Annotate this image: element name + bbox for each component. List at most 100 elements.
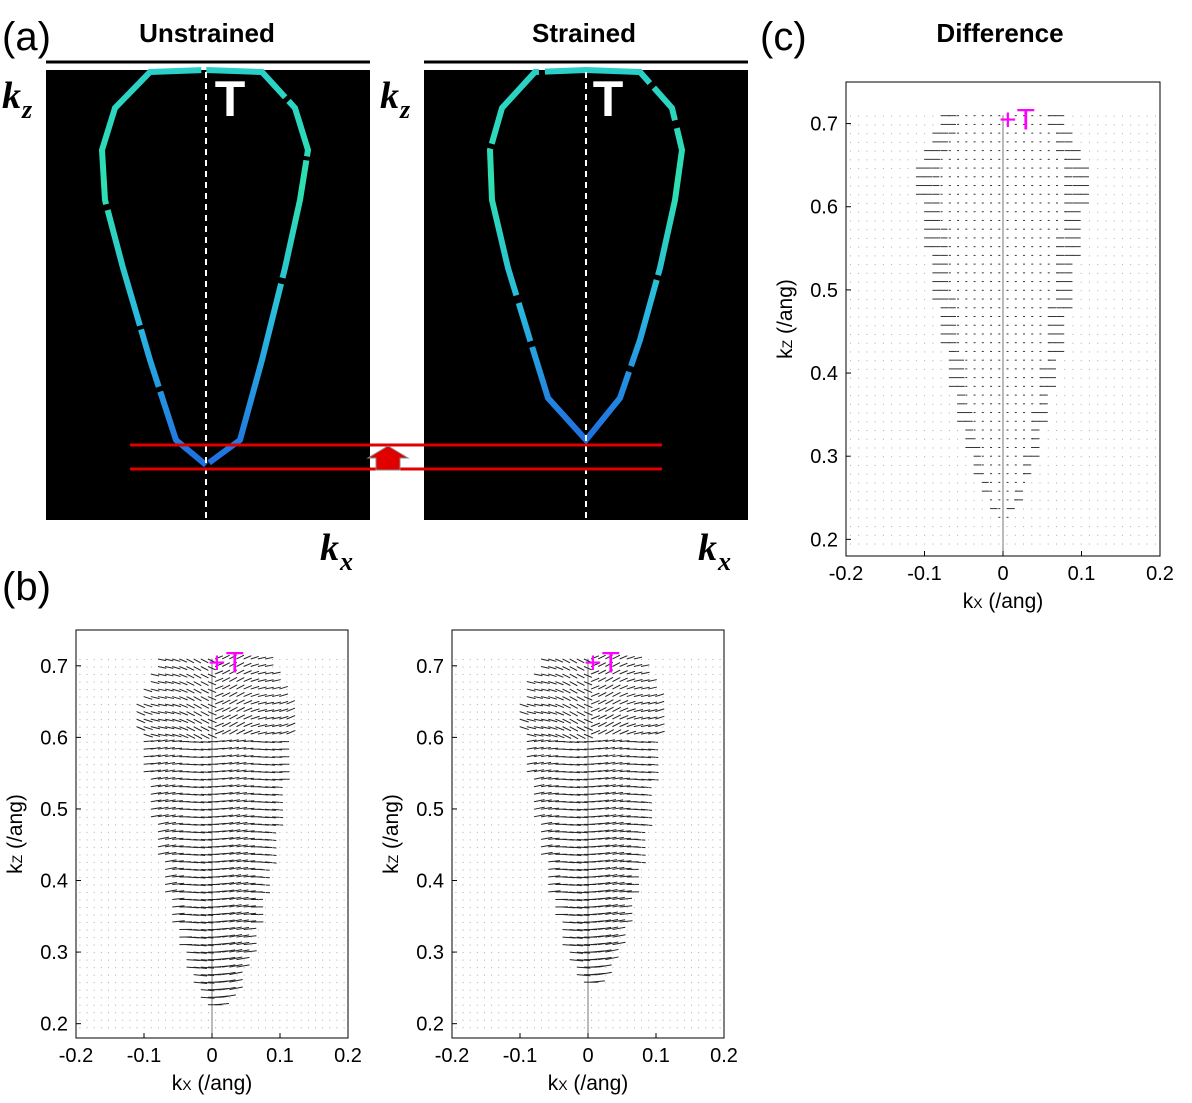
- grid-dot: [505, 929, 507, 931]
- grid-dot: [150, 1019, 152, 1021]
- quiver-arrow: [164, 784, 176, 788]
- quiver-arrow: [576, 793, 588, 796]
- grid-dot: [526, 674, 528, 676]
- quiver-arrow: [243, 792, 255, 795]
- quiver-arrow: [533, 688, 543, 692]
- grid-dot: [293, 967, 295, 969]
- quiver-arrow: [519, 703, 529, 708]
- grid-dot: [100, 959, 102, 961]
- grid-dot: [483, 989, 485, 991]
- quiver-arrow: [619, 792, 631, 795]
- grid-dot: [469, 891, 471, 893]
- grid-dot: [172, 952, 174, 954]
- quiver-arrow: [598, 874, 611, 878]
- grid-dot: [519, 899, 521, 901]
- grid-dot: [491, 982, 493, 984]
- quiver-arrow: [655, 715, 665, 720]
- grid-dot: [712, 1019, 714, 1021]
- quiver-arrow: [612, 706, 621, 713]
- grid-dot: [526, 869, 528, 871]
- grid-dot: [907, 299, 909, 301]
- grid-dot: [483, 982, 485, 984]
- grid-dot: [193, 1027, 195, 1029]
- quiver-arrow: [633, 716, 644, 720]
- grid-dot: [698, 922, 700, 924]
- grid-dot: [648, 891, 650, 893]
- grid-dot: [462, 1012, 464, 1014]
- grid-dot: [129, 944, 131, 946]
- grid-dot: [1080, 508, 1082, 510]
- grid-dot: [619, 997, 621, 999]
- grid-dot: [307, 1012, 309, 1014]
- grid-dot: [336, 704, 338, 706]
- grid-dot: [691, 794, 693, 796]
- grid-dot: [1088, 430, 1090, 432]
- quiver-arrow: [533, 746, 544, 750]
- grid-dot: [519, 816, 521, 818]
- grid-dot: [648, 824, 650, 826]
- grid-dot: [336, 899, 338, 901]
- grid-dot: [293, 989, 295, 991]
- grid-dot: [512, 891, 514, 893]
- grid-dot: [257, 922, 259, 924]
- grid-dot: [915, 526, 917, 528]
- grid-dot: [712, 922, 714, 924]
- grid-dot: [676, 876, 678, 878]
- grid-dot: [533, 952, 535, 954]
- grid-dot: [476, 1012, 478, 1014]
- grid-dot: [899, 438, 901, 440]
- grid-dot: [329, 756, 331, 758]
- quiver-arrow: [207, 673, 217, 678]
- grid-dot: [122, 1004, 124, 1006]
- grid-dot: [683, 809, 685, 811]
- grid-dot: [136, 989, 138, 991]
- grid-dot: [1047, 508, 1049, 510]
- grid-dot: [924, 482, 926, 484]
- grid-dot: [1113, 307, 1115, 309]
- grid-dot: [641, 1019, 643, 1021]
- quiver-arrow: [590, 670, 600, 675]
- quiver-arrow: [222, 792, 233, 795]
- quiver-arrow: [172, 733, 182, 738]
- grid-dot: [300, 1019, 302, 1021]
- grid-dot: [526, 854, 528, 856]
- grid-dot: [293, 749, 295, 751]
- grid-dot: [1055, 421, 1057, 423]
- grid-dot: [669, 1027, 671, 1029]
- quiver-arrow: [164, 866, 177, 870]
- grid-dot: [655, 1012, 657, 1014]
- y-tick-label: 0.5: [40, 799, 68, 821]
- quiver-arrow: [640, 716, 651, 720]
- grid-dot: [1113, 491, 1115, 493]
- grid-dot: [1105, 543, 1107, 545]
- grid-dot: [455, 681, 457, 683]
- quiver-arrow: [179, 658, 188, 663]
- quiver-arrow: [598, 851, 610, 855]
- quiver-arrow: [569, 959, 584, 962]
- grid-dot: [505, 869, 507, 871]
- quiver-arrow: [200, 981, 215, 984]
- grid-dot: [322, 734, 324, 736]
- grid-dot: [874, 377, 876, 379]
- grid-dot: [1064, 377, 1066, 379]
- quiver-arrow: [576, 838, 589, 841]
- quiver-arrow: [279, 730, 289, 735]
- grid-dot: [533, 899, 535, 901]
- quiver-arrow: [186, 733, 196, 739]
- grid-dot: [86, 861, 88, 863]
- grid-dot: [186, 1027, 188, 1029]
- quiver-arrow: [164, 836, 177, 840]
- grid-dot: [519, 944, 521, 946]
- grid-dot: [93, 831, 95, 833]
- grid-dot: [143, 1012, 145, 1014]
- grid-dot: [476, 674, 478, 676]
- quiver-arrow: [576, 898, 590, 901]
- panel-a-title-unstrained: Unstrained: [139, 18, 275, 48]
- quiver-arrow: [576, 741, 587, 743]
- grid-dot: [307, 937, 309, 939]
- quiver-arrow: [243, 777, 254, 780]
- quiver-arrow: [193, 688, 202, 694]
- grid-dot: [343, 982, 345, 984]
- grid-dot: [705, 884, 707, 886]
- grid-dot: [1130, 368, 1132, 370]
